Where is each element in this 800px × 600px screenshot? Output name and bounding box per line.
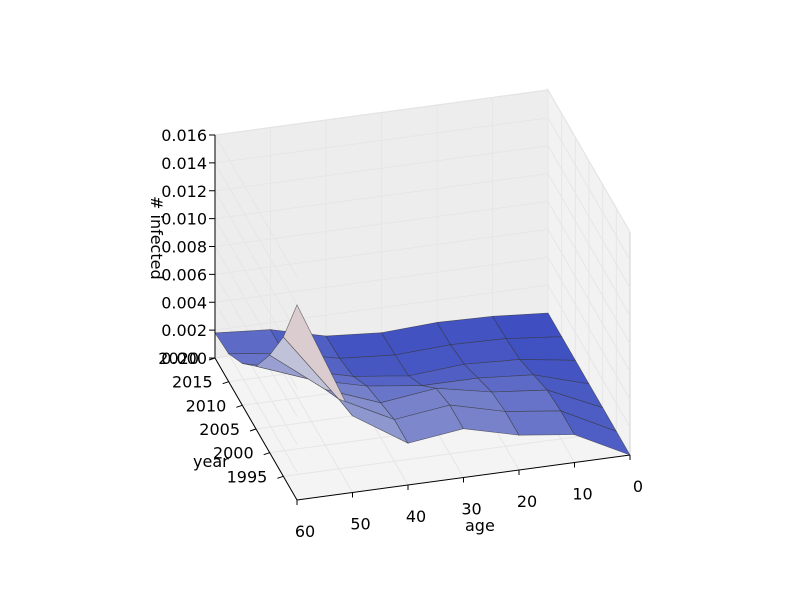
z-tick-label: 0.016 <box>161 126 207 145</box>
x-tick-label: 30 <box>461 500 481 519</box>
surface-mesh <box>214 304 631 456</box>
x-axis-label: age <box>465 516 495 535</box>
z-tick-label: 0.006 <box>161 265 207 284</box>
y-tick-mark <box>222 381 229 385</box>
y-tick-label: 2000 <box>213 444 254 463</box>
x-tick-label: 40 <box>406 507 426 526</box>
y-tick-mark <box>277 475 284 479</box>
y-tick-label: 2005 <box>199 420 240 439</box>
x-tick-label: 60 <box>295 522 315 541</box>
grid-line <box>214 200 631 389</box>
x-tick-label: 10 <box>572 485 592 504</box>
y-tick-label: 2010 <box>186 396 227 415</box>
grid-line <box>214 284 631 473</box>
surface-facet <box>560 410 631 456</box>
y-tick-mark <box>236 404 243 408</box>
x-tick-label: 20 <box>517 492 537 511</box>
x-tick-label: 50 <box>350 515 370 534</box>
z-tick-label: 0.010 <box>161 210 207 229</box>
tick-labels: 01020304050601995200020052010201520200.0… <box>158 126 643 541</box>
grid-line <box>214 145 631 334</box>
z-tick-label: 0.000 <box>161 349 207 368</box>
grid-line <box>214 256 631 445</box>
z-tick-label: 0.014 <box>161 154 207 173</box>
grid-line <box>214 117 631 306</box>
grid-line <box>214 173 631 361</box>
y-axis-label: year <box>193 452 229 471</box>
z-axis-label: # infected <box>147 196 166 280</box>
z-tick-label: 0.002 <box>161 321 207 340</box>
y-tick-mark <box>249 428 257 432</box>
z-tick-label: 0.012 <box>161 182 207 201</box>
z-tick-label: 0.004 <box>161 293 207 312</box>
y-tick-label: 1995 <box>227 467 268 486</box>
grid-line <box>214 89 631 278</box>
x-tick-label: 0 <box>633 477 643 496</box>
y-tick-label: 2020 <box>158 349 199 368</box>
z-tick-label: 0.008 <box>161 238 207 257</box>
grid-line <box>283 430 617 477</box>
y-tick-label: 2015 <box>172 373 213 392</box>
y-tick-mark <box>263 452 270 456</box>
